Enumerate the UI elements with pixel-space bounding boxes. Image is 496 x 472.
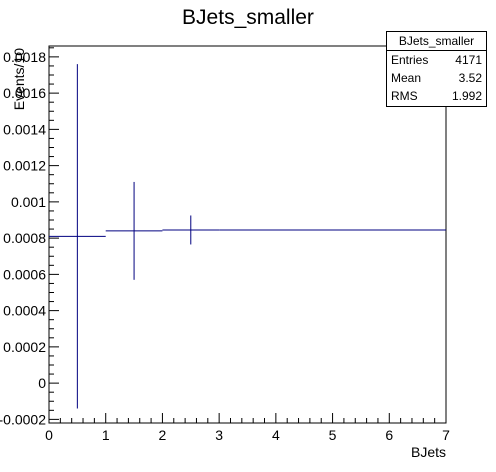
y-tick-label: 0.0008 (3, 230, 46, 246)
y-tick-label: 0.0006 (3, 266, 46, 282)
y-tick-label: 0 (38, 375, 46, 391)
stats-label: Mean (391, 71, 422, 85)
y-tick-label: 0.0014 (3, 121, 46, 137)
x-tick-label: 1 (102, 427, 110, 443)
stats-box: BJets_smaller Entries 4171 Mean 3.52 RMS… (386, 31, 487, 107)
x-tick-label: 2 (159, 427, 167, 443)
stats-value: 4171 (455, 53, 482, 67)
y-tick-label: 0.0016 (3, 85, 46, 101)
y-tick-label: 0.0012 (3, 158, 46, 174)
stats-row-mean: Mean 3.52 (387, 69, 486, 87)
stats-value: 1.992 (451, 89, 482, 103)
y-tick-label: 0.001 (11, 194, 46, 210)
y-axis-label: Events/10 (11, 48, 27, 110)
stats-label: RMS (391, 89, 418, 103)
stats-row-entries: Entries 4171 (387, 51, 486, 69)
stats-box-title: BJets_smaller (387, 32, 486, 51)
x-axis-label: BJets (411, 444, 446, 460)
stats-label: Entries (391, 53, 429, 67)
y-tick-label: -0.0002 (0, 411, 46, 427)
x-tick-label: 5 (329, 427, 337, 443)
stats-row-rms: RMS 1.992 (387, 87, 486, 105)
x-tick-label: 4 (272, 427, 280, 443)
y-tick-label: 0.0018 (3, 49, 46, 65)
x-tick-label: 7 (442, 427, 450, 443)
plot-frame (48, 45, 447, 424)
chart-title: BJets_smaller (182, 6, 314, 29)
stats-value: 3.52 (458, 71, 482, 85)
x-tick-label: 6 (385, 427, 393, 443)
y-tick-label: 0.0004 (3, 303, 46, 319)
x-tick-label: 0 (45, 427, 53, 443)
y-tick-label: 0.0002 (3, 339, 46, 355)
x-tick-label: 3 (215, 427, 223, 443)
